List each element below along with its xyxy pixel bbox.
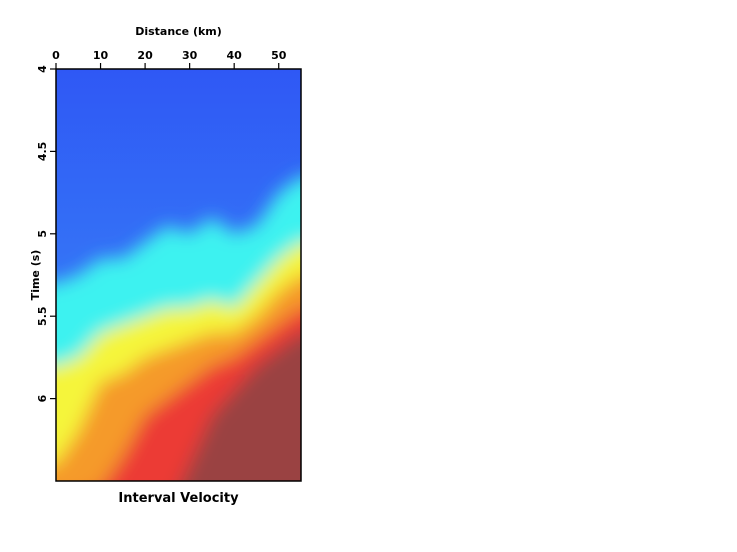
velocity-bands xyxy=(56,176,301,481)
x-tick-label: 0 xyxy=(52,49,60,62)
plot-frame xyxy=(55,68,302,482)
velocity-band-dark-red xyxy=(182,332,301,481)
x-tick-label: 40 xyxy=(227,49,243,62)
y-tick-label: 4 xyxy=(36,65,49,73)
y-tick-label: 5 xyxy=(36,230,49,238)
x-tick-label: 20 xyxy=(137,49,153,62)
heatmap-plot-area xyxy=(56,69,301,481)
chart-title: Interval Velocity xyxy=(118,491,239,506)
x-axis-ticks: 0 10 20 30 40 50 xyxy=(52,49,287,69)
y-tick-label: 4.5 xyxy=(36,142,49,162)
x-tick-label: 30 xyxy=(182,49,198,62)
x-axis-label: Distance (km) xyxy=(135,25,222,38)
x-tick-label: 50 xyxy=(271,49,287,62)
y-axis-label: Time (s) xyxy=(29,250,42,301)
y-tick-label: 5.5 xyxy=(36,306,49,326)
y-axis-ticks: 4 4.5 5 5.5 6 xyxy=(36,65,56,402)
y-tick-label: 6 xyxy=(36,394,49,402)
x-tick-label: 10 xyxy=(93,49,109,62)
